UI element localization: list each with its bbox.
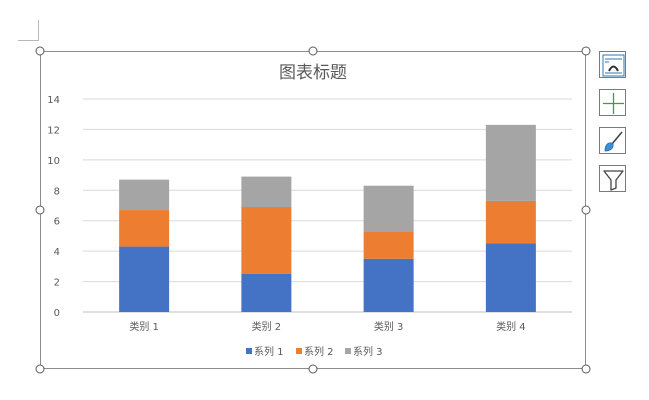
resize-handle-top-left[interactable] <box>35 46 45 56</box>
page-corner-mark <box>18 20 39 41</box>
chart-title[interactable]: 图表标题 <box>279 63 347 83</box>
resize-handle-bottom-left[interactable] <box>35 364 45 374</box>
resize-handle-bottom-right[interactable] <box>581 364 591 374</box>
legend-label: 系列 2 <box>304 345 334 358</box>
y-tick-label: 10 <box>47 156 60 167</box>
add-chart-element-button[interactable] <box>599 89 626 116</box>
chart-filters-button[interactable] <box>599 165 626 192</box>
x-tick-label: 类别 3 <box>374 320 404 333</box>
bar-segment[interactable] <box>485 124 536 201</box>
bar-segment[interactable] <box>241 207 292 274</box>
resize-handle-top-right[interactable] <box>581 46 591 56</box>
resize-handle-left[interactable] <box>35 205 45 215</box>
y-tick-label: 2 <box>54 278 60 289</box>
resize-handle-top[interactable] <box>308 46 318 56</box>
legend-swatch <box>296 348 302 354</box>
x-tick-label: 类别 4 <box>496 320 526 333</box>
bar-segment[interactable] <box>363 258 414 312</box>
legend-swatch <box>345 348 351 354</box>
bar-segment[interactable] <box>485 200 536 244</box>
y-tick-label: 8 <box>54 186 60 197</box>
bar-segment[interactable] <box>241 273 292 312</box>
y-tick-label: 4 <box>54 247 60 258</box>
y-axis-labels: 0 2 4 6 8 10 12 14 <box>47 95 60 319</box>
brush-icon <box>604 131 623 152</box>
legend-swatch <box>246 348 252 354</box>
legend-label: 系列 1 <box>254 345 284 358</box>
bar-segment[interactable] <box>119 246 170 312</box>
legend-label: 系列 3 <box>353 345 383 358</box>
funnel-icon <box>603 170 624 191</box>
legend[interactable]: 系列 1 系列 2 系列 3 <box>246 345 383 358</box>
bars <box>119 124 536 312</box>
x-tick-label: 类别 2 <box>252 320 282 333</box>
plus-icon <box>603 93 624 114</box>
resize-handle-bottom[interactable] <box>308 364 318 374</box>
y-tick-label: 12 <box>47 125 60 136</box>
x-tick-label: 类别 1 <box>129 320 159 333</box>
bar-segment[interactable] <box>363 185 414 232</box>
y-tick-label: 14 <box>47 95 60 106</box>
chart-styles-button[interactable] <box>599 127 626 154</box>
y-tick-label: 6 <box>54 217 60 228</box>
bar-segment[interactable] <box>363 231 414 259</box>
bar-segment[interactable] <box>119 210 170 247</box>
chart-layout-icon <box>602 54 625 77</box>
bar-segment[interactable] <box>241 176 292 208</box>
bar-segment[interactable] <box>119 179 170 211</box>
y-tick-label: 0 <box>54 308 60 319</box>
x-axis-labels: 类别 1 类别 2 类别 3 类别 4 <box>129 320 525 333</box>
resize-handle-right[interactable] <box>581 205 591 215</box>
chart-elements-button[interactable] <box>599 51 626 78</box>
bar-segment[interactable] <box>485 243 536 312</box>
